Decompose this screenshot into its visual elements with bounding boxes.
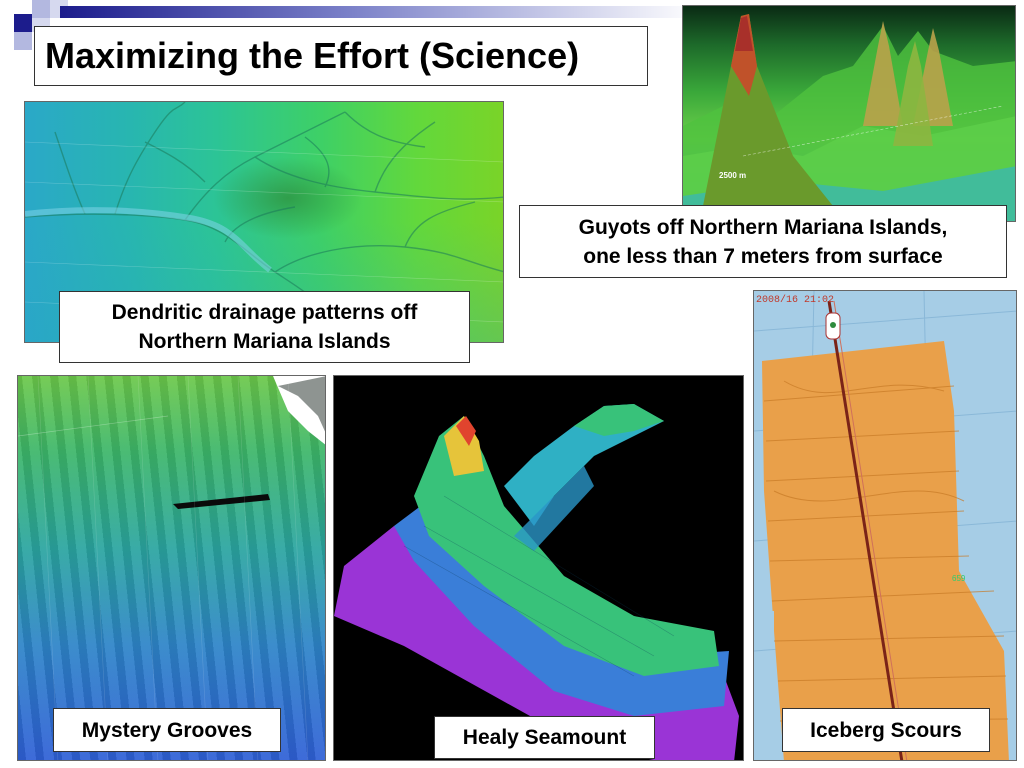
iceberg-caption: Iceberg Scours [782, 708, 990, 752]
grooves-caption-text: Mystery Grooves [81, 718, 253, 742]
iceberg-scours-image: 2008/16 21:02 659 [753, 290, 1017, 761]
dendritic-caption-line1: Dendritic drainage patterns off [111, 301, 418, 324]
dendritic-caption: Dendritic drainage patterns off Northern… [59, 291, 470, 363]
healy-caption-text: Healy Seamount [462, 726, 627, 749]
grooves-caption: Mystery Grooves [53, 708, 281, 752]
decor-square [14, 14, 32, 32]
slide-title: Maximizing the Effort (Science) [45, 35, 580, 76]
map-timestamp: 2008/16 21:02 [756, 295, 835, 306]
map-depth-number: 659 [952, 574, 966, 583]
decor-square [32, 0, 50, 18]
decor-square [14, 32, 32, 50]
iceberg-caption-text: Iceberg Scours [810, 718, 962, 742]
scale-label: 2500 m [719, 171, 747, 180]
title-accent-bar [60, 6, 700, 18]
dendritic-caption-line2: Northern Mariana Islands [138, 330, 391, 353]
guyots-caption-line2: one less than 7 meters from surface [583, 244, 943, 268]
healy-caption: Healy Seamount [434, 716, 655, 759]
mystery-grooves-image [17, 375, 326, 761]
slide-title-box: Maximizing the Effort (Science) [34, 26, 648, 86]
guyots-caption-line1: Guyots off Northern Mariana Islands, [578, 215, 948, 239]
guyots-bathymetry-image: 2500 m [682, 5, 1016, 222]
guyots-caption: Guyots off Northern Mariana Islands, one… [519, 205, 1007, 278]
healy-seamount-image [333, 375, 744, 761]
